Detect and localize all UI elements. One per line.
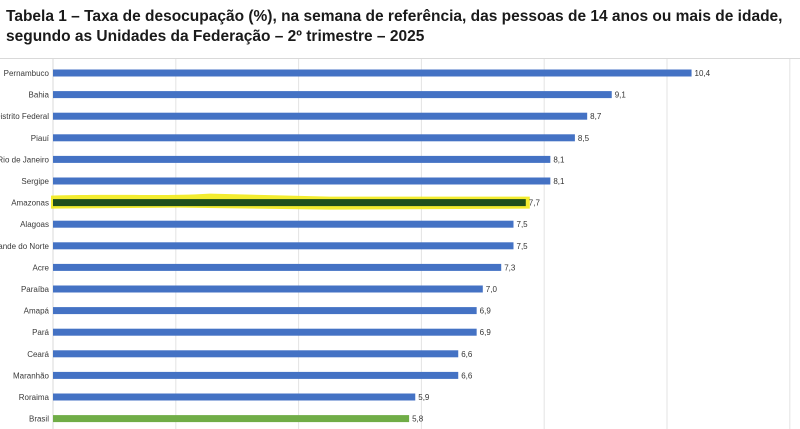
bar <box>53 263 502 271</box>
category-label: Rio de Janeiro <box>0 155 50 164</box>
category-label: Rio Grande do Norte <box>0 242 50 251</box>
value-label: 6,6 <box>461 371 473 380</box>
bar <box>53 393 416 401</box>
category-label: Amapá <box>24 307 50 316</box>
bar-chart-svg: Pernambuco 10,4 Bahia 9,1 Distrito Federal 8,… <box>0 58 800 429</box>
bar <box>53 91 612 99</box>
category-label: Alagoas <box>20 220 49 229</box>
value-label: 6,6 <box>461 350 473 359</box>
category-label: Pará <box>32 328 49 337</box>
category-label: Sergipe <box>21 177 49 186</box>
value-label: 5,8 <box>412 415 424 424</box>
bar <box>53 350 459 358</box>
bar-chart: Pernambuco 10,4 Bahia 9,1 Distrito Federal 8,… <box>0 58 800 429</box>
bar <box>53 371 459 379</box>
bar-brasil <box>53 415 410 423</box>
value-label: 7,5 <box>517 220 529 229</box>
value-label: 10,4 <box>695 69 711 78</box>
bar <box>53 112 588 120</box>
value-label: 7,0 <box>486 285 498 294</box>
category-label: Piauí <box>31 134 50 143</box>
value-label: 7,5 <box>517 242 529 251</box>
category-label: Ceará <box>27 350 49 359</box>
bar <box>53 134 575 142</box>
value-label: 8,1 <box>553 155 565 164</box>
category-label: Paraíba <box>21 285 50 294</box>
value-label: 8,5 <box>578 134 590 143</box>
chart-title: Tabela 1 – Taxa de desocupação (%), na s… <box>6 8 783 45</box>
bar <box>53 220 514 228</box>
value-label: 8,1 <box>553 177 565 186</box>
value-label: 7,3 <box>504 263 516 272</box>
category-label: Acre <box>33 263 50 272</box>
bar <box>53 69 692 77</box>
value-label: 6,9 <box>480 307 492 316</box>
category-label: Maranhão <box>13 371 50 380</box>
value-label: 7,7 <box>529 199 541 208</box>
bar <box>53 285 483 293</box>
value-label: 5,9 <box>418 393 430 402</box>
category-label: Bahia <box>29 91 50 100</box>
bar <box>53 177 551 185</box>
value-label: 9,1 <box>615 91 627 100</box>
category-label: Distrito Federal <box>0 112 49 121</box>
value-label: 6,9 <box>480 328 492 337</box>
bar <box>53 242 514 250</box>
category-label: Brasil <box>29 415 49 424</box>
value-label: 8,7 <box>590 112 602 121</box>
bar <box>53 328 477 336</box>
category-label: Amazonas <box>11 199 49 208</box>
bar <box>53 199 526 207</box>
bar <box>53 155 551 163</box>
category-label: Roraima <box>19 393 50 402</box>
bar <box>53 307 477 315</box>
category-label: Pernambuco <box>4 69 50 78</box>
